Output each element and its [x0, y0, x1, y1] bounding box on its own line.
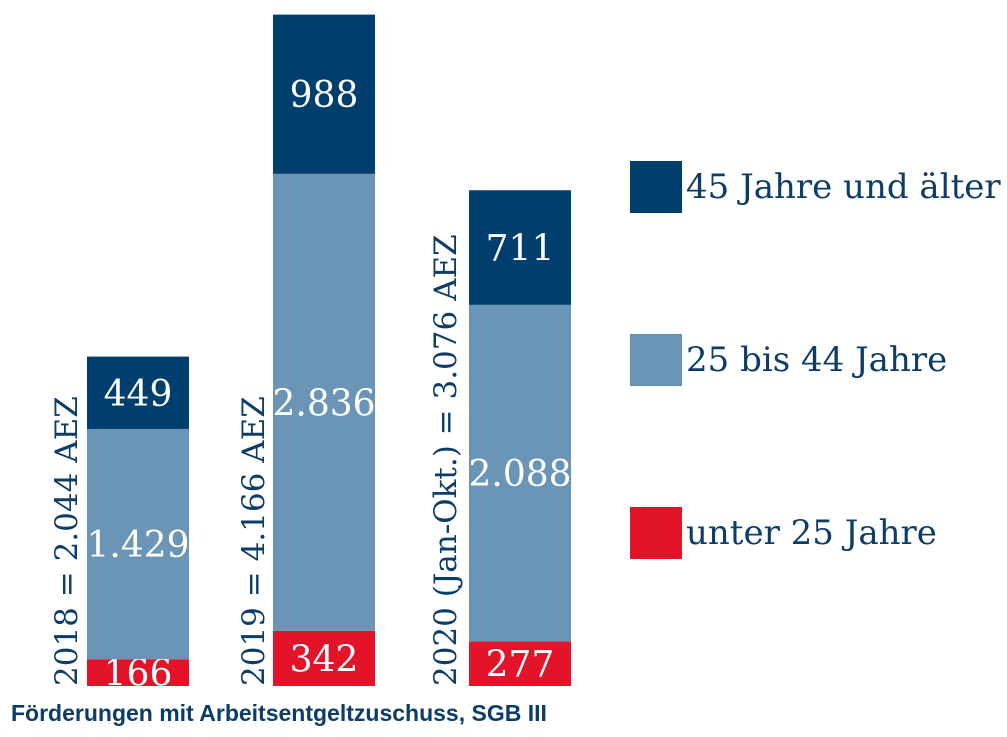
data-label-2-1: 342: [290, 639, 359, 680]
data-label-1-1: 166: [104, 654, 173, 695]
data-label-3-3: 711: [486, 229, 555, 270]
data-label-3-1: 277: [486, 645, 555, 686]
chart-caption: Förderungen mit Arbeitsentgeltzuschuss, …: [11, 700, 547, 726]
bar-segment-1-2: [87, 428, 189, 660]
data-label-2-2: 2.836: [272, 383, 375, 424]
bar-segment-2-1: [273, 630, 375, 686]
bar-segment-1-1: [87, 659, 189, 686]
category-label-1: 2018 = 2.044 AEZ: [49, 396, 85, 686]
bar-segment-2-3: [273, 14, 375, 174]
data-label-3-2: 2.088: [468, 454, 571, 495]
legend-swatch-1: [630, 161, 682, 213]
bar-segment-3-1: [469, 641, 571, 686]
data-label-1-3: 449: [104, 374, 173, 415]
legend-swatch-2: [630, 334, 682, 386]
category-label-2: 2019 = 4.166 AEZ: [236, 396, 272, 686]
legend-swatch-3: [630, 507, 682, 559]
bar-segment-1-3: [87, 356, 189, 429]
legend-label-3: unter 25 Jahre: [686, 513, 937, 553]
bar-segment-2-2: [273, 173, 375, 631]
category-label-3: 2020 (Jan-Okt.) = 3.076 AEZ: [428, 234, 464, 686]
bar-segment-3-3: [469, 190, 571, 305]
bar-segment-3-2: [469, 304, 571, 642]
data-label-2-3: 988: [290, 75, 359, 116]
data-label-1-2: 1.429: [86, 525, 189, 566]
legend-label-1: 45 Jahre und älter: [686, 167, 1001, 207]
legend-label-2: 25 bis 44 Jahre: [686, 340, 947, 380]
